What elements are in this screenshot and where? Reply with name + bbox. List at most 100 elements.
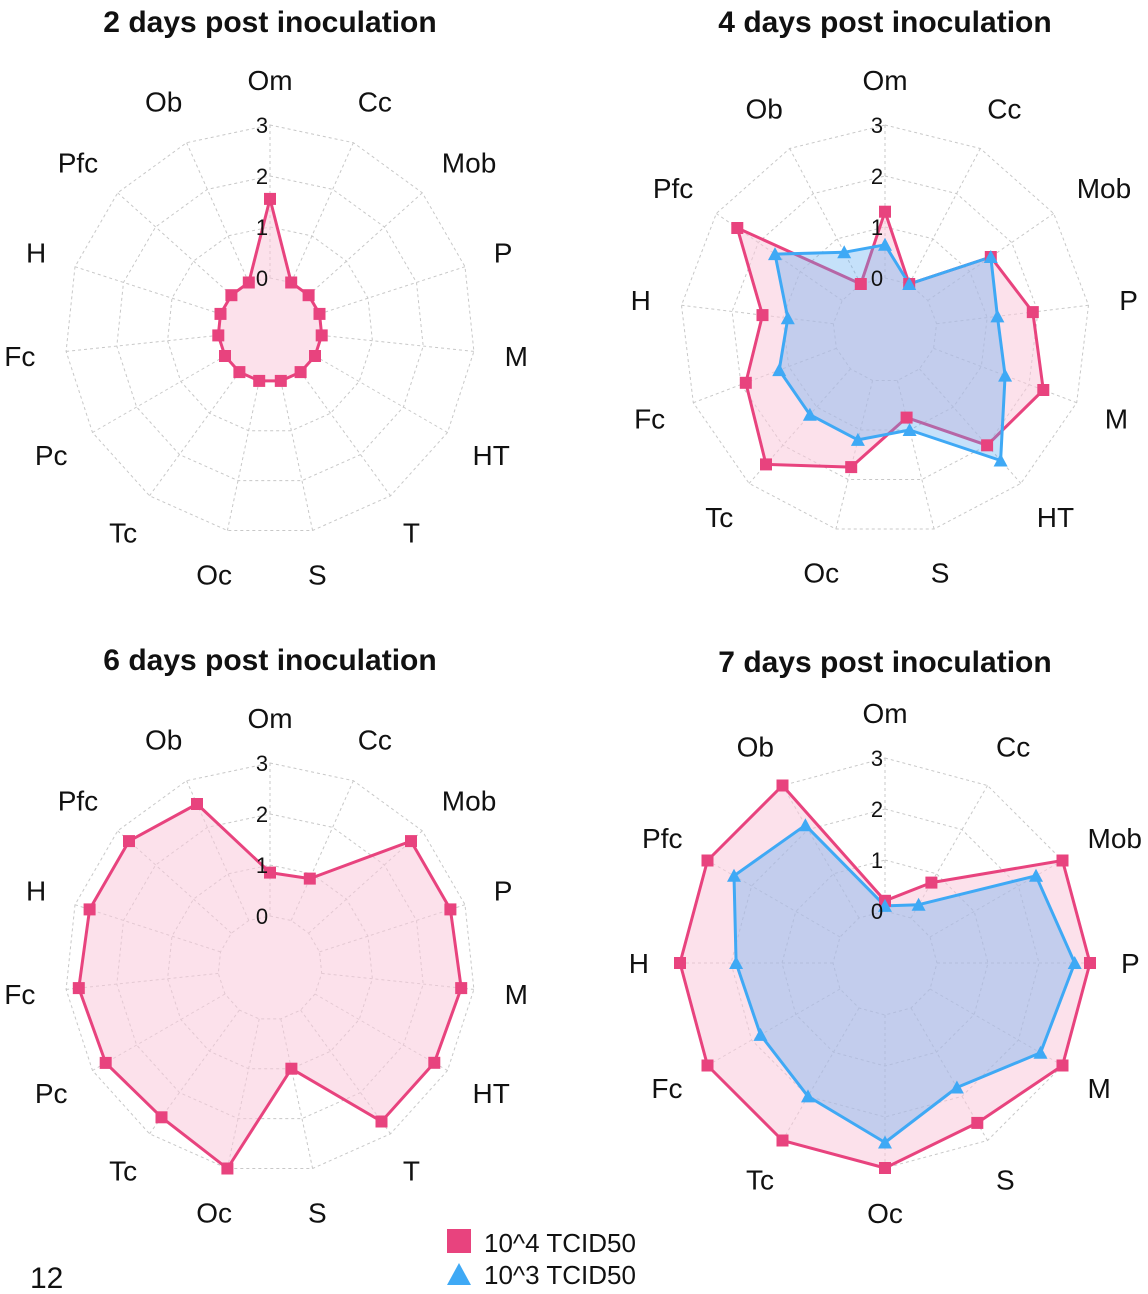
data-point (768, 247, 782, 261)
tick-label: 3 (871, 746, 883, 771)
axis-label-oc: Oc (867, 1198, 903, 1229)
axis-label-pc: Pc (35, 1078, 68, 1109)
axis-label-s: S (931, 558, 950, 589)
axis-label-cc: Cc (358, 725, 392, 756)
data-point (925, 876, 938, 889)
data-point (285, 276, 298, 289)
data-point (455, 982, 468, 995)
grid-spoke (314, 355, 448, 433)
data-point (1033, 1045, 1048, 1059)
chart-title: 4 days post inoculation (718, 6, 1051, 39)
data-point (214, 307, 227, 320)
data-point (405, 835, 417, 848)
grid-spoke (319, 266, 466, 315)
axis-label-om: Om (247, 65, 292, 96)
axis-label-cc: Cc (358, 87, 392, 118)
legend-marker-series-1 (447, 1229, 471, 1253)
axis-label-fc: Fc (634, 404, 665, 435)
data-point (802, 407, 817, 421)
data-point (854, 278, 867, 290)
axis-label-m: M (1088, 1073, 1111, 1104)
tick-label: 0 (871, 266, 883, 291)
data-point (801, 1089, 815, 1103)
data-point (428, 1056, 441, 1069)
data-point (72, 982, 85, 995)
data-point (274, 374, 287, 387)
page-number: 12 (30, 1262, 63, 1294)
grid-spoke (186, 142, 250, 283)
data-point (225, 289, 238, 302)
legend-label-series-1: 10^4 TCID50 (484, 1228, 636, 1258)
data-point (900, 411, 913, 424)
data-point (837, 245, 852, 259)
tick-label: 1 (256, 215, 268, 240)
data-point (285, 1062, 298, 1075)
data-point (990, 309, 1005, 323)
data-point (302, 289, 315, 302)
data-point (798, 818, 813, 832)
tick-label: 3 (256, 751, 268, 776)
grid-spoke (308, 192, 423, 296)
data-point (444, 903, 457, 916)
data-point (294, 366, 307, 379)
chart-title: 6 days post inoculation (103, 644, 436, 677)
axis-label-h: H (26, 238, 46, 269)
radar-chart-6-days: 6 days post inoculation 0 1 2 3 Om Cc Mob P M HT T S… (4, 644, 528, 1229)
grid-ring (116, 175, 424, 482)
radar-chart-4-days: 4 days post inoculation 0 1 2 3 Om Cc Mob P M HT S O… (631, 6, 1138, 589)
data-point (753, 1027, 768, 1041)
grid-spoke (149, 371, 240, 497)
axis-label-ob: Ob (737, 732, 774, 763)
data-point (845, 461, 858, 474)
axis-label-om: Om (862, 698, 907, 729)
axis-label-s: S (308, 1198, 327, 1229)
data-point (776, 1134, 789, 1147)
data-point (123, 835, 135, 848)
grid-spoke (74, 266, 221, 315)
axis-label-pfc: Pfc (642, 823, 682, 854)
axis-label-mob: Mob (442, 148, 496, 179)
grid-spoke (321, 334, 474, 352)
axis-label-ob: Ob (145, 87, 182, 118)
axis-label-pfc: Pfc (653, 173, 693, 204)
data-point (219, 350, 231, 362)
tick-label: 2 (871, 164, 883, 189)
legend-label-series-2: 10^3 TCID50 (484, 1260, 636, 1290)
data-point (375, 1115, 388, 1128)
data-point (981, 439, 994, 452)
data-point (878, 237, 892, 251)
data-point (99, 1056, 112, 1069)
axis-label-pfc: Pfc (58, 786, 98, 817)
data-point (1029, 868, 1043, 882)
data-point (315, 329, 328, 342)
grid-spoke (117, 192, 232, 296)
axis-label-m: M (505, 979, 528, 1010)
axis-label-fc: Fc (651, 1073, 682, 1104)
axis-label-ht: HT (473, 1078, 510, 1109)
grid-spoke (300, 371, 391, 497)
data-point (902, 277, 917, 290)
axis-label-om: Om (862, 65, 907, 96)
data-point (772, 363, 787, 377)
grid-ring (167, 226, 373, 432)
tick-label: 0 (256, 266, 268, 291)
chart-title: 2 days post inoculation (103, 6, 436, 39)
axis-label-ob: Ob (745, 94, 782, 125)
axis-label-tc: Tc (705, 502, 733, 533)
chart-title: 7 days post inoculation (718, 646, 1051, 679)
axis-label-cc: Cc (987, 94, 1021, 125)
data-point (1084, 957, 1096, 969)
data-point (780, 311, 795, 325)
tick-label: 1 (256, 853, 268, 878)
data-point (983, 250, 998, 263)
grid-spoke (280, 380, 314, 531)
axis-label-t: T (403, 517, 420, 548)
tick-label: 2 (256, 164, 268, 189)
axis-label-tc: Tc (746, 1165, 774, 1196)
data-point (309, 350, 321, 362)
tick-label: 3 (256, 113, 268, 138)
axis-label-p: P (494, 238, 513, 269)
tick-label: 2 (256, 802, 268, 827)
data-point (1056, 1059, 1069, 1072)
